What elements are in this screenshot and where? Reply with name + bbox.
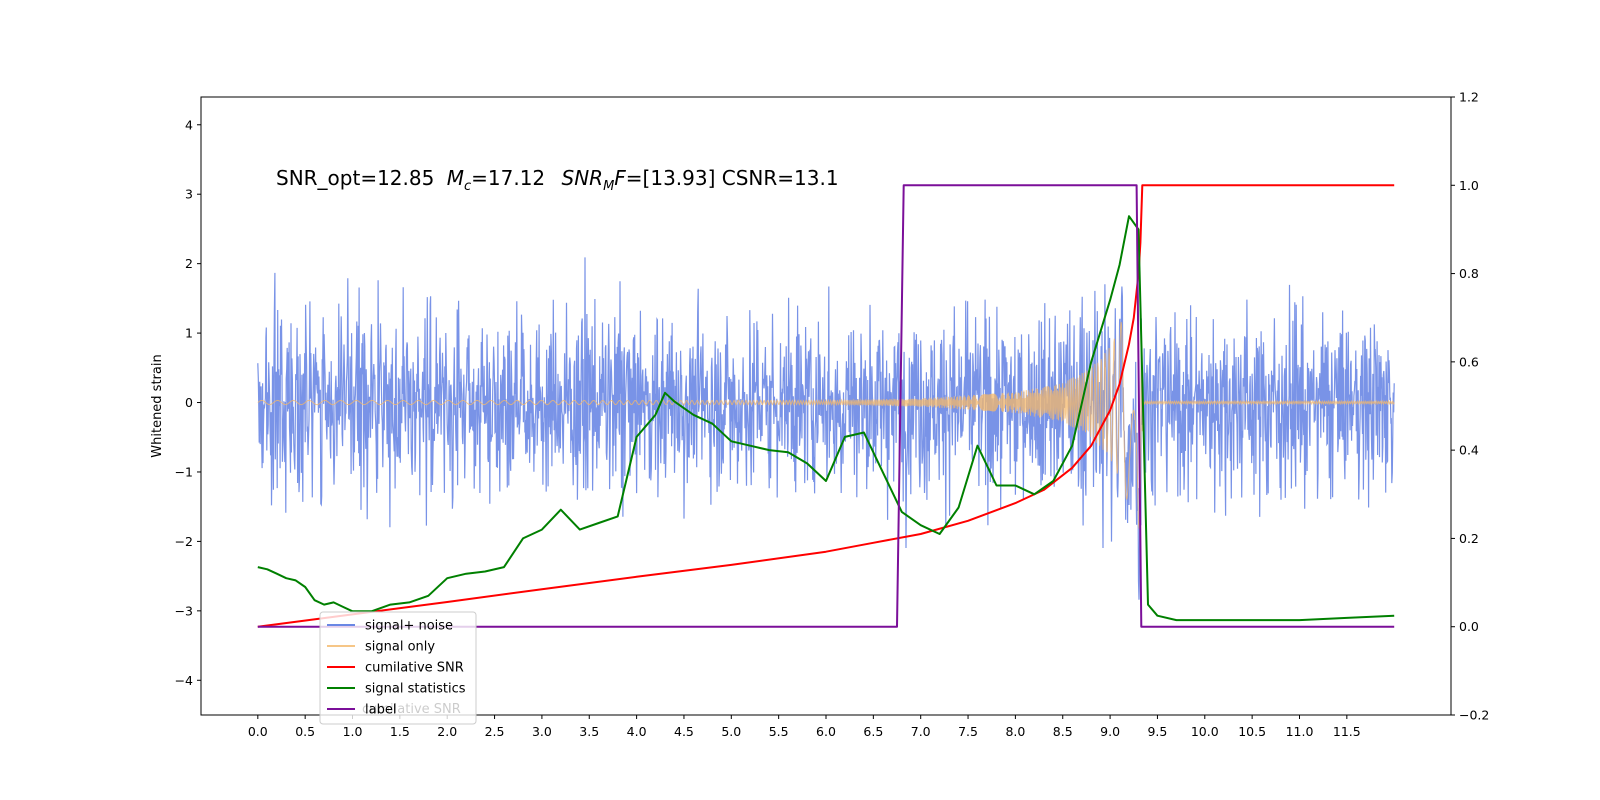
- y2-tick-label: 1.0: [1459, 178, 1479, 193]
- title-snrmf-value: =[13.93] CSNR=13.1: [626, 166, 839, 190]
- title-snr-opt: SNR_opt=12.85: [276, 166, 434, 190]
- signal-only-series: [257, 321, 1395, 530]
- y2-tick-label: 0.0: [1459, 619, 1479, 634]
- y-tick-label: 4: [185, 117, 193, 132]
- y2-tick-label: 1.2: [1459, 90, 1479, 105]
- x-tick-label: 6.5: [863, 724, 883, 739]
- x-tick-label: 8.5: [1053, 724, 1073, 739]
- title-mc-symbol: M: [447, 166, 464, 190]
- x-tick-label: 7.5: [958, 724, 978, 739]
- y2-tick-label: 0.6: [1459, 354, 1479, 369]
- y2-tick-label: 0.8: [1459, 266, 1479, 281]
- x-tick-label: 2.0: [437, 724, 457, 739]
- y2-tick-label: −0.2: [1459, 708, 1489, 723]
- x-tick-label: 2.5: [485, 724, 505, 739]
- signal-only-line: [257, 321, 1395, 530]
- legend-box: [319, 611, 477, 725]
- y-tick-label: −3: [175, 603, 193, 618]
- title-snrmf-sub: M: [603, 179, 614, 194]
- legend-signal-statistics-text: signal statistics: [365, 682, 466, 697]
- x-tick-label: 4.5: [674, 724, 694, 739]
- y2-tick-label: 0.2: [1459, 531, 1479, 546]
- x-tick-label: 5.0: [721, 724, 741, 739]
- x-tick-label: 0.0: [248, 724, 268, 739]
- title-snrmf-symbol: SNR: [562, 166, 604, 190]
- x-tick-label: 9.5: [1147, 724, 1167, 739]
- signal-noise-line: [257, 257, 1395, 600]
- y-tick-label: 2: [185, 256, 193, 271]
- legend-ghost-text: cumilative SNR: [362, 702, 461, 717]
- legend-signal-noise-text: signal+ noise: [365, 619, 453, 634]
- y2-tick-label: 0.4: [1459, 443, 1479, 458]
- x-tick-label: 5.5: [769, 724, 789, 739]
- y-axis-right: 1.2 1.0 0.8 0.6 0.4 0.2 0.0 −0.2: [1451, 90, 1489, 723]
- title-snrmf-f: F: [614, 166, 626, 190]
- x-tick-label: 8.0: [1005, 724, 1025, 739]
- x-axis: 0.0 0.5 1.0 1.5 2.0 2.5 3.0 3.5 4.0 4.5 5.0 5.5 6.0 6…: [248, 715, 1361, 739]
- title-mc-sub: c: [464, 179, 471, 194]
- x-tick-label: 0.5: [295, 724, 315, 739]
- x-tick-label: 4.0: [627, 724, 647, 739]
- legend-label-text: label: [365, 703, 396, 718]
- x-tick-label: 3.5: [579, 724, 599, 739]
- x-tick-label: 11.0: [1286, 724, 1314, 739]
- line-series: [257, 184, 1395, 628]
- x-tick-label: 1.5: [390, 724, 410, 739]
- y-tick-label: −1: [175, 464, 193, 479]
- title-mc-value: =17.12: [471, 166, 545, 190]
- x-tick-label: 11.5: [1333, 724, 1361, 739]
- chart-title: SNR_opt=12.85 Mc=17.12 SNRMF=[13.93] CSN…: [276, 166, 839, 194]
- x-tick-label: 10.5: [1238, 724, 1266, 739]
- signal-statistics-line: [257, 215, 1395, 622]
- y-tick-label: 0: [185, 395, 193, 410]
- label-line: [257, 184, 1395, 628]
- legend-cumulative-snr-text: cumilative SNR: [365, 661, 464, 676]
- x-tick-label: 1.0: [343, 724, 363, 739]
- x-tick-label: 7.0: [911, 724, 931, 739]
- y-tick-label: −2: [175, 534, 193, 549]
- y-axis-left: 4 3 2 1 0 −1 −2 −3 −4: [175, 117, 201, 688]
- y-tick-label: −4: [175, 673, 193, 688]
- y-tick-label: 3: [185, 187, 193, 202]
- legend: cumilative SNR signal+ noise signal only cu…: [319, 611, 477, 725]
- legend-signal-only-text: signal only: [365, 640, 435, 655]
- cumulative-snr-line: [257, 184, 1395, 628]
- noise-series: [257, 257, 1395, 600]
- x-tick-label: 10.0: [1191, 724, 1219, 739]
- y-axis-label: Whitened strain: [150, 354, 165, 457]
- x-tick-label: 3.0: [532, 724, 552, 739]
- x-tick-label: 6.0: [816, 724, 836, 739]
- y-tick-label: 1: [185, 326, 193, 341]
- x-tick-label: 9.0: [1100, 724, 1120, 739]
